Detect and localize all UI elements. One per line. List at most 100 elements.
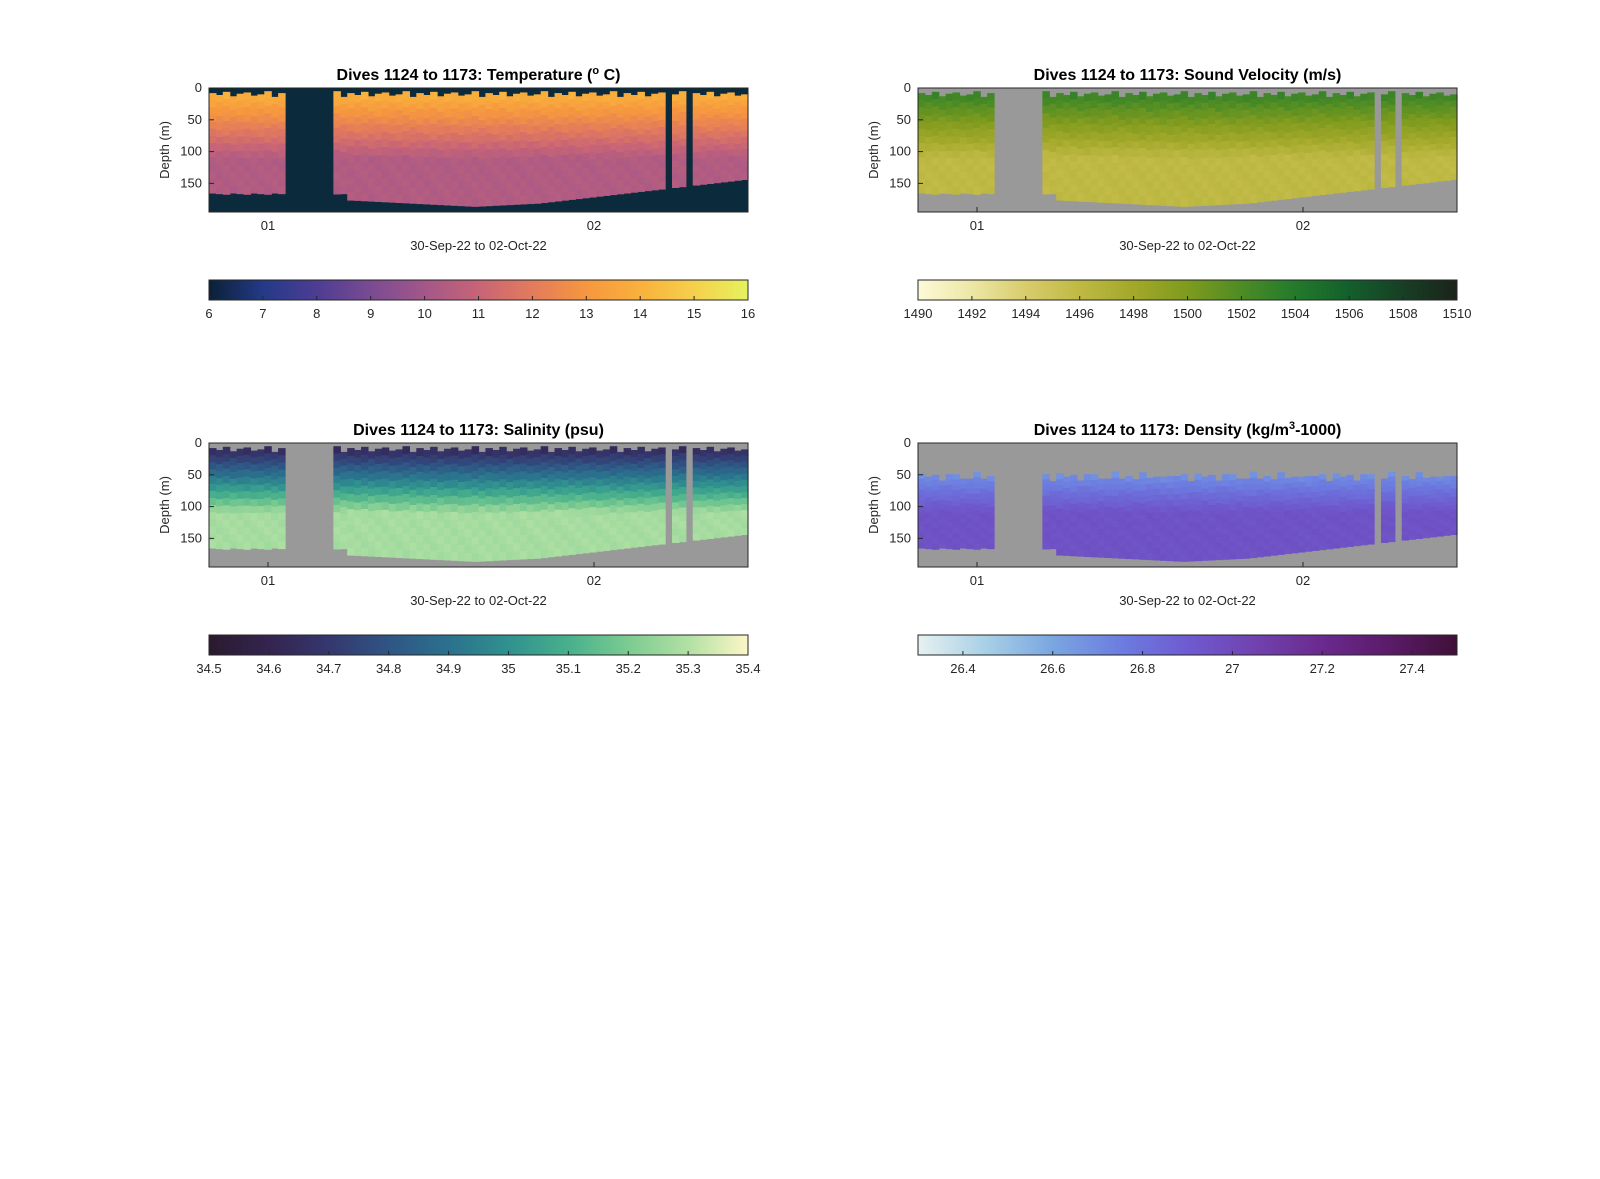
data-cell [616, 117, 625, 126]
data-cell [354, 532, 362, 541]
data-cell [1063, 110, 1071, 119]
data-cell [959, 102, 967, 111]
data-cell [222, 541, 231, 550]
data-cell [623, 540, 632, 549]
data-cell [236, 477, 245, 485]
data-cell [443, 196, 452, 206]
data-cell [1325, 124, 1334, 133]
data-cell [561, 192, 569, 201]
data-cell [561, 465, 569, 474]
data-cell [1187, 498, 1196, 505]
data-cell [602, 159, 611, 168]
data-cell [1180, 517, 1189, 525]
data-cell [278, 136, 286, 144]
data-cell [1263, 521, 1272, 528]
data-cell [595, 145, 604, 154]
data-cell [1056, 131, 1064, 140]
data-cell [720, 492, 728, 500]
data-cell [1332, 157, 1341, 165]
data-cell [443, 133, 452, 142]
data-cell [1380, 533, 1389, 539]
data-cell [236, 136, 245, 145]
data-cell [250, 540, 258, 549]
data-cell [1118, 180, 1126, 189]
data-cell [1070, 161, 1078, 171]
data-cell [1180, 156, 1189, 166]
data-cell [575, 191, 583, 200]
data-cell [1173, 142, 1182, 151]
data-cell [727, 472, 735, 480]
data-cell [987, 491, 995, 498]
data-cell [1049, 186, 1057, 195]
data-cell [952, 157, 961, 166]
data-cell [616, 166, 625, 174]
data-cell [1097, 103, 1106, 112]
data-cell [952, 474, 961, 481]
data-cell [547, 504, 556, 513]
data-cell [720, 144, 728, 151]
data-cell [1346, 170, 1354, 178]
data-cell [1076, 171, 1085, 180]
data-cell [347, 184, 355, 193]
data-cell [644, 451, 652, 459]
data-cell [1422, 120, 1430, 128]
data-cell [699, 469, 708, 477]
data-cell [1152, 181, 1161, 190]
data-cell [1235, 188, 1244, 197]
data-cell [1311, 513, 1320, 520]
data-cell [526, 111, 535, 120]
data-cell [678, 152, 687, 160]
data-cell [1339, 178, 1348, 186]
data-cell [402, 115, 410, 124]
data-cell [1118, 501, 1126, 508]
data-cell [1367, 479, 1375, 485]
data-cell [554, 486, 563, 495]
data-cell [575, 502, 583, 511]
colorbar-tick-label: 27.4 [1399, 661, 1424, 676]
data-cell [1118, 478, 1126, 485]
data-cell [1097, 489, 1106, 497]
data-cell [1415, 528, 1424, 535]
data-cell [678, 534, 687, 543]
data-cell [582, 448, 590, 457]
data-cell [257, 541, 265, 550]
data-cell [918, 185, 926, 194]
data-cell [506, 459, 514, 468]
data-cell [437, 489, 445, 499]
data-cell [437, 111, 445, 121]
data-cell [1235, 118, 1244, 128]
data-cell [250, 144, 258, 152]
data-cell [540, 138, 549, 148]
data-cell [651, 162, 659, 170]
data-cell [1436, 506, 1444, 512]
data-cell [1346, 184, 1354, 192]
data-cell [1256, 534, 1265, 541]
data-cell [416, 487, 424, 496]
data-cell [952, 538, 961, 545]
data-cell [918, 164, 926, 173]
data-cell [1097, 133, 1106, 142]
data-cell [395, 518, 404, 528]
data-cell [1166, 542, 1175, 550]
data-cell [554, 100, 563, 110]
data-cell [1318, 98, 1327, 107]
data-cell [450, 503, 459, 513]
data-cell [388, 103, 397, 112]
data-cell [959, 518, 967, 524]
data-cell [1367, 168, 1375, 176]
data-cell [1450, 106, 1458, 114]
data-cell [980, 131, 988, 139]
data-cell [918, 473, 926, 480]
data-cell [278, 100, 286, 109]
data-cell [1353, 513, 1361, 519]
data-cell [1222, 141, 1230, 150]
data-cell [388, 95, 397, 104]
data-cell [1422, 96, 1430, 104]
data-cell [924, 522, 933, 529]
data-cell [367, 111, 376, 120]
data-cell [734, 156, 742, 163]
data-cell [1235, 103, 1244, 112]
data-cell [450, 519, 459, 529]
data-cell [457, 450, 466, 460]
data-cell [1277, 530, 1285, 538]
